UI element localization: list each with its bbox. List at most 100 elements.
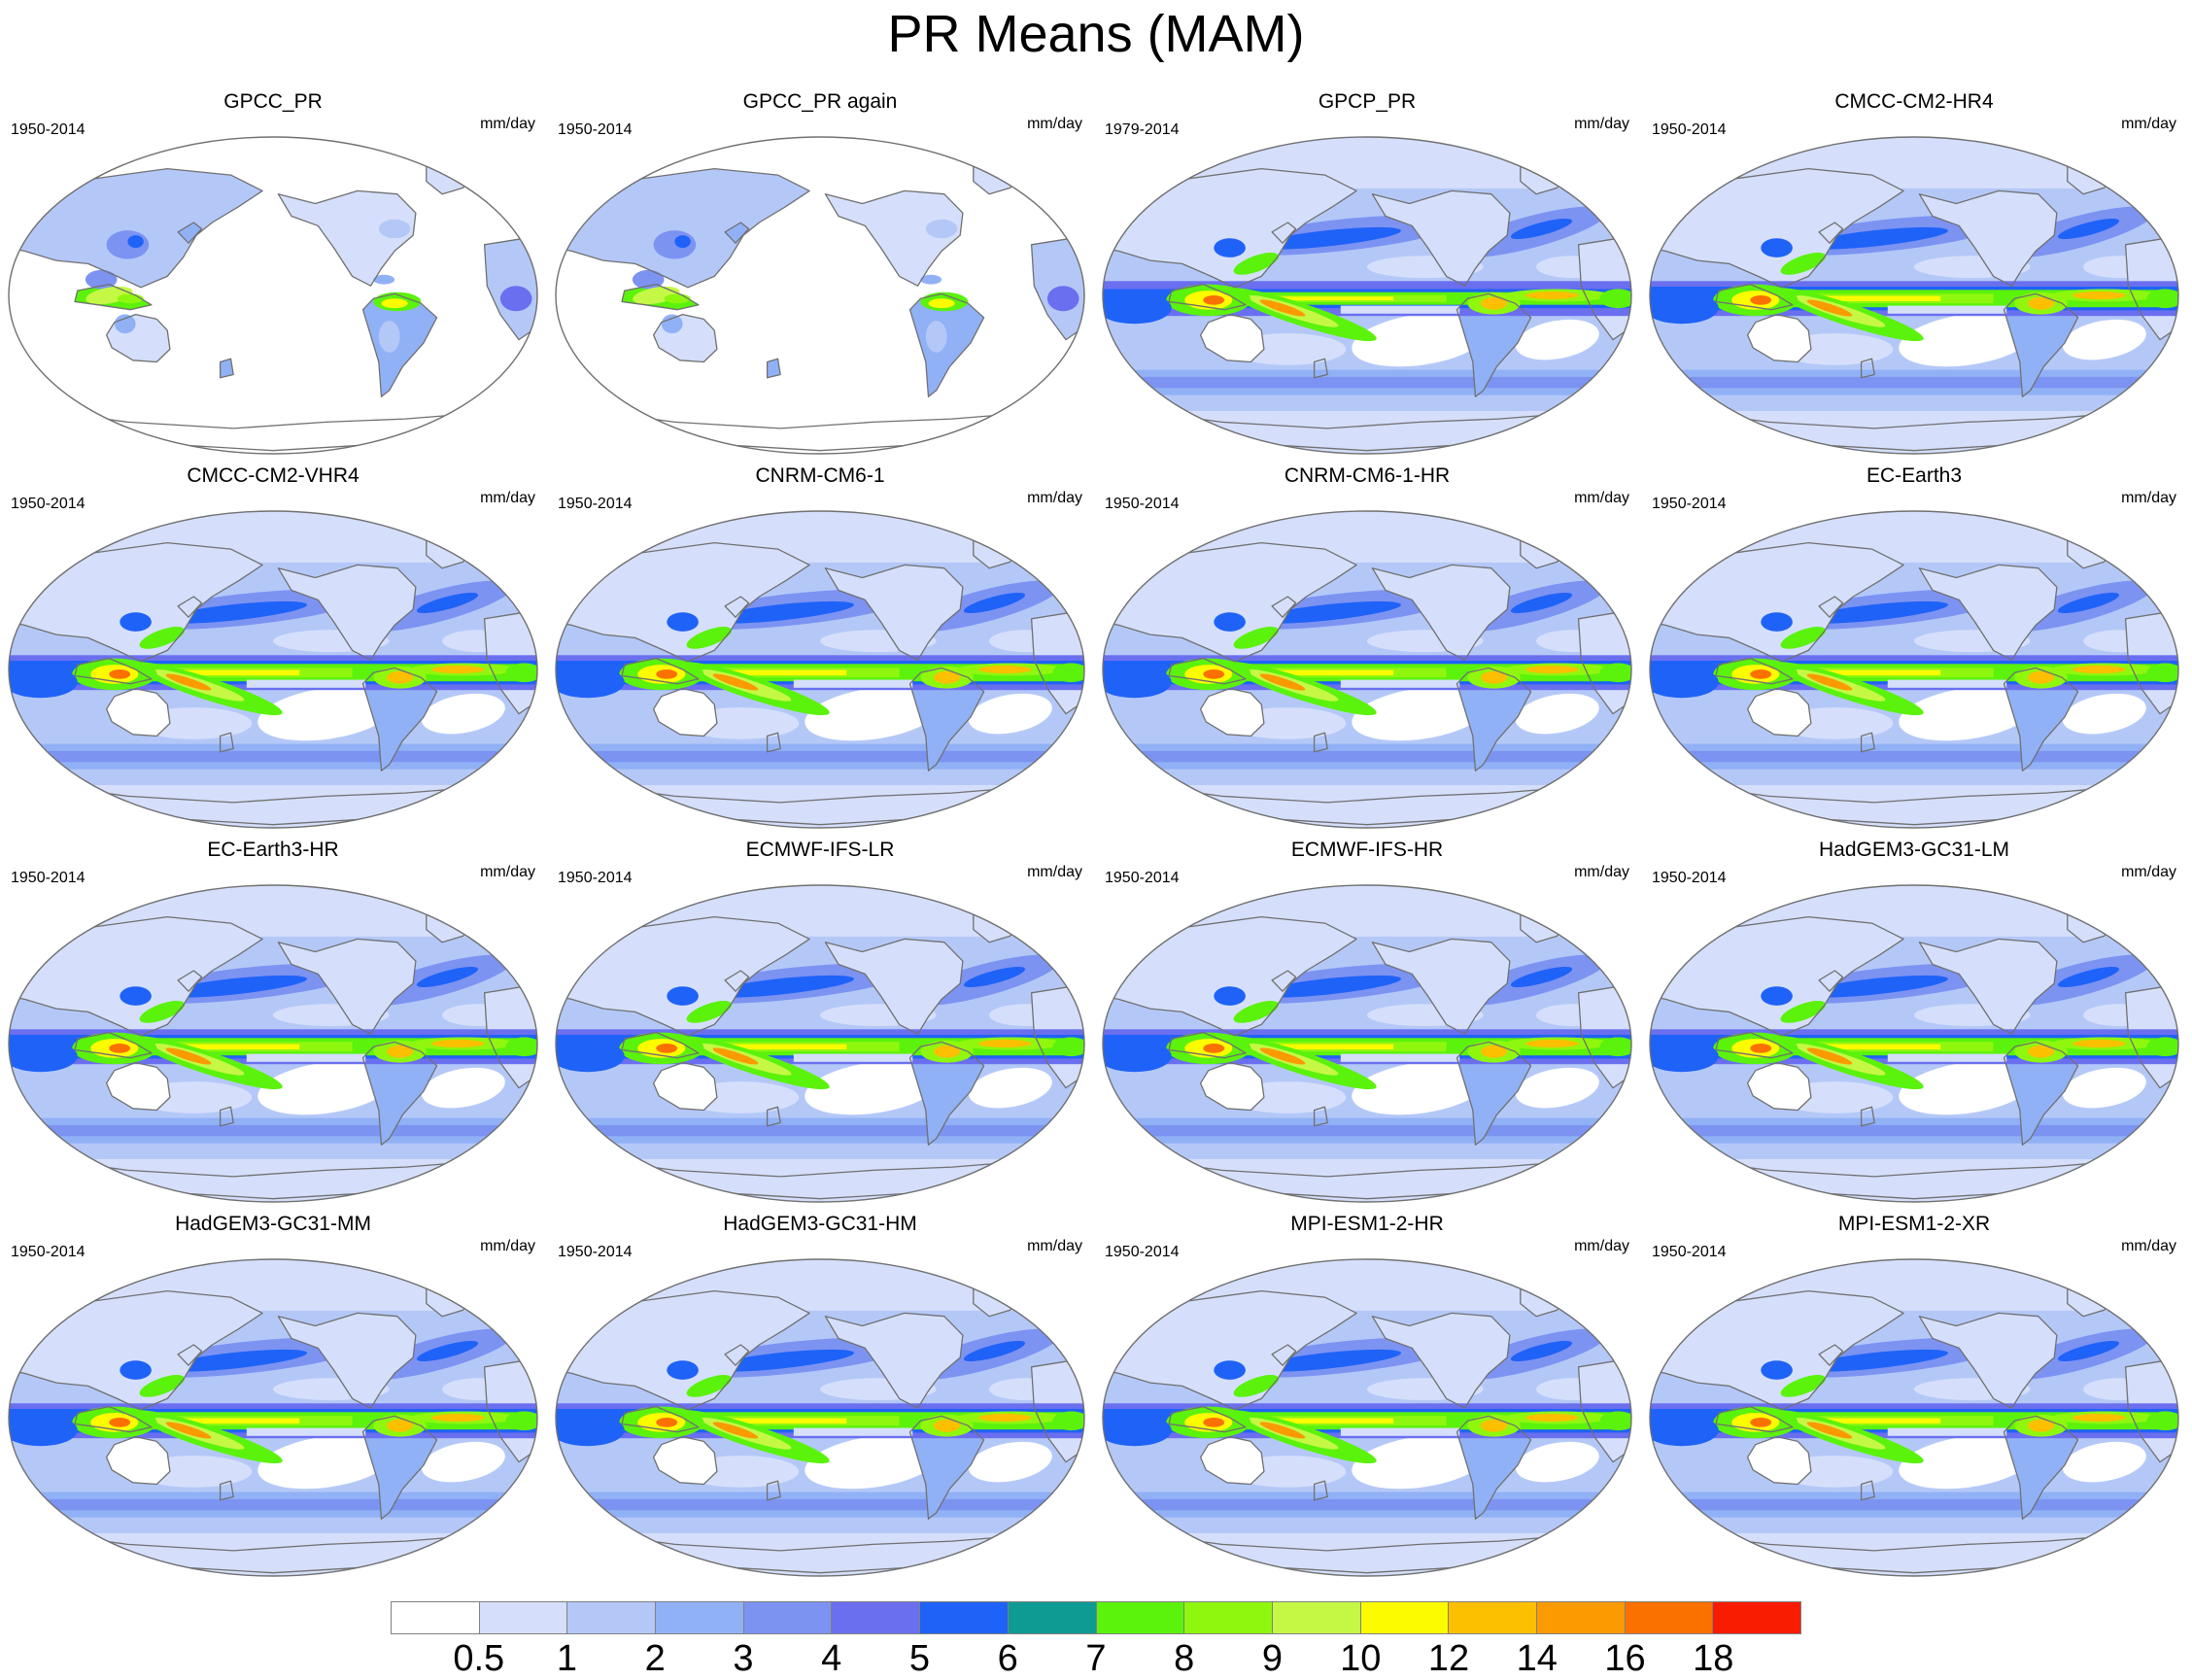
panel-period: 1950-2014 <box>11 496 86 512</box>
colorbar-swatch <box>1360 1602 1450 1633</box>
colorbar-label: 8 <box>1174 1638 1195 1679</box>
colorbar-label: 3 <box>733 1638 754 1679</box>
panel-title: GPCC_PR <box>223 90 323 113</box>
colorbar-swatch <box>920 1602 1009 1633</box>
colorbar-label: 14 <box>1516 1638 1558 1679</box>
colorbar-label: 7 <box>1085 1638 1107 1679</box>
panel-units: mm/day <box>1574 116 1629 132</box>
panel-period: 1950-2014 <box>1652 1244 1727 1260</box>
colorbar-label: 16 <box>1604 1638 1646 1679</box>
colorbar-swatch <box>832 1602 921 1633</box>
map-panel: CNRM-CM6-1 1950-2014 mm/day <box>548 463 1092 833</box>
map-panel: CMCC-CM2-VHR4 1950-2014 mm/day <box>1 463 545 833</box>
world-map <box>1101 509 1633 830</box>
panel-period: 1950-2014 <box>558 870 633 886</box>
panel-units: mm/day <box>480 116 535 132</box>
world-map <box>554 883 1086 1204</box>
colorbar-label: 12 <box>1427 1638 1470 1679</box>
panel-title: MPI-ESM1-2-HR <box>1290 1213 1444 1235</box>
colorbar-label: 6 <box>997 1638 1018 1679</box>
world-map <box>1648 1257 2180 1578</box>
panel-period: 1950-2014 <box>1105 1244 1180 1260</box>
panel-title: ECMWF-IFS-LR <box>745 839 895 861</box>
panel-period: 1950-2014 <box>11 121 86 138</box>
colorbar-swatch <box>1536 1602 1626 1633</box>
world-map <box>1648 135 2180 456</box>
map-panel: MPI-ESM1-2-XR 1950-2014 mm/day <box>1642 1212 2186 1581</box>
map-panel: GPCC_PR 1950-2014 mm/day <box>1 89 545 459</box>
panel-units: mm/day <box>480 1238 535 1254</box>
panel-period: 1950-2014 <box>1652 121 1727 138</box>
colorbar-swatch <box>1096 1602 1185 1633</box>
map-panel: ECMWF-IFS-HR 1950-2014 mm/day <box>1095 838 1639 1207</box>
map-panel: GPCP_PR 1979-2014 mm/day <box>1095 89 1639 459</box>
panel-units: mm/day <box>1574 490 1629 506</box>
world-map <box>1648 509 2180 830</box>
map-panel: GPCC_PR again 1950-2014 mm/day <box>548 89 1092 459</box>
world-map <box>7 509 539 830</box>
panel-units: mm/day <box>2121 490 2176 506</box>
colorbar-swatch <box>1272 1602 1361 1633</box>
world-map <box>1101 135 1633 456</box>
map-panel: MPI-ESM1-2-HR 1950-2014 mm/day <box>1095 1212 1639 1581</box>
map-svg <box>555 510 1085 829</box>
world-map <box>554 509 1086 830</box>
panel-period: 1950-2014 <box>558 121 633 138</box>
world-map <box>7 883 539 1204</box>
colorbar-label: 9 <box>1261 1638 1284 1679</box>
panel-title: CNRM-CM6-1-HR <box>1284 464 1451 487</box>
colorbar-swatch <box>1008 1602 1097 1633</box>
map-panel: EC-Earth3 1950-2014 mm/day <box>1642 463 2186 833</box>
map-panel: HadGEM3-GC31-MM 1950-2014 mm/day <box>1 1212 545 1581</box>
colorbar-swatch <box>1449 1602 1537 1633</box>
panel-title: EC-Earth3 <box>1866 464 1963 487</box>
map-svg <box>1102 884 1632 1203</box>
panel-title: CMCC-CM2-VHR4 <box>187 464 360 487</box>
panel-units: mm/day <box>2121 116 2176 132</box>
panel-title: ECMWF-IFS-HR <box>1290 839 1444 861</box>
colorbar-swatch <box>567 1602 657 1633</box>
panel-title: HadGEM3-GC31-MM <box>175 1213 371 1235</box>
panel-period: 1950-2014 <box>558 496 633 512</box>
figure-title: PR Means (MAM) <box>887 5 1305 63</box>
map-svg <box>8 136 538 455</box>
panel-units: mm/day <box>480 864 535 880</box>
panel-title: GPCP_PR <box>1318 90 1417 113</box>
map-svg <box>1649 510 2179 829</box>
map-panel: HadGEM3-GC31-LM 1950-2014 mm/day <box>1642 838 2186 1207</box>
map-svg <box>8 510 538 829</box>
panel-units: mm/day <box>1574 1238 1629 1254</box>
map-panel: EC-Earth3-HR 1950-2014 mm/day <box>1 838 545 1207</box>
map-svg <box>555 136 1085 455</box>
panel-period: 1950-2014 <box>1105 870 1180 886</box>
world-map <box>1101 883 1633 1204</box>
map-svg <box>8 1258 538 1577</box>
colorbar-label: 2 <box>644 1638 666 1679</box>
colorbar-swatch <box>743 1602 833 1633</box>
world-map <box>7 135 539 456</box>
panel-title: MPI-ESM1-2-XR <box>1837 1213 1991 1235</box>
panel-period: 1950-2014 <box>11 870 86 886</box>
map-panel: CMCC-CM2-HR4 1950-2014 mm/day <box>1642 89 2186 459</box>
panel-units: mm/day <box>1027 1238 1082 1254</box>
colorbar-label: 0.5 <box>453 1638 505 1679</box>
map-panel: CNRM-CM6-1-HR 1950-2014 mm/day <box>1095 463 1639 833</box>
colorbar-label: 4 <box>821 1638 842 1679</box>
panel-units: mm/day <box>1027 116 1082 132</box>
panel-units: mm/day <box>1027 490 1082 506</box>
colorbar: 0.5 1 2 3 4 5 6 7 8 9 10 12 14 16 18 <box>391 1601 1801 1679</box>
map-svg <box>1102 1258 1632 1577</box>
colorbar-swatches <box>391 1601 1801 1634</box>
colorbar-swatch <box>1184 1602 1273 1633</box>
map-svg <box>1102 136 1632 455</box>
map-svg <box>8 884 538 1203</box>
panel-units: mm/day <box>1574 864 1629 880</box>
panel-period: 1950-2014 <box>558 1244 633 1260</box>
colorbar-label: 1 <box>556 1638 578 1679</box>
colorbar-label: 5 <box>908 1638 931 1679</box>
panel-units: mm/day <box>2121 864 2176 880</box>
panel-period: 1950-2014 <box>1105 496 1180 512</box>
panel-title: EC-Earth3-HR <box>207 839 339 861</box>
panel-title: GPCC_PR again <box>742 90 898 113</box>
world-map <box>554 135 1086 456</box>
